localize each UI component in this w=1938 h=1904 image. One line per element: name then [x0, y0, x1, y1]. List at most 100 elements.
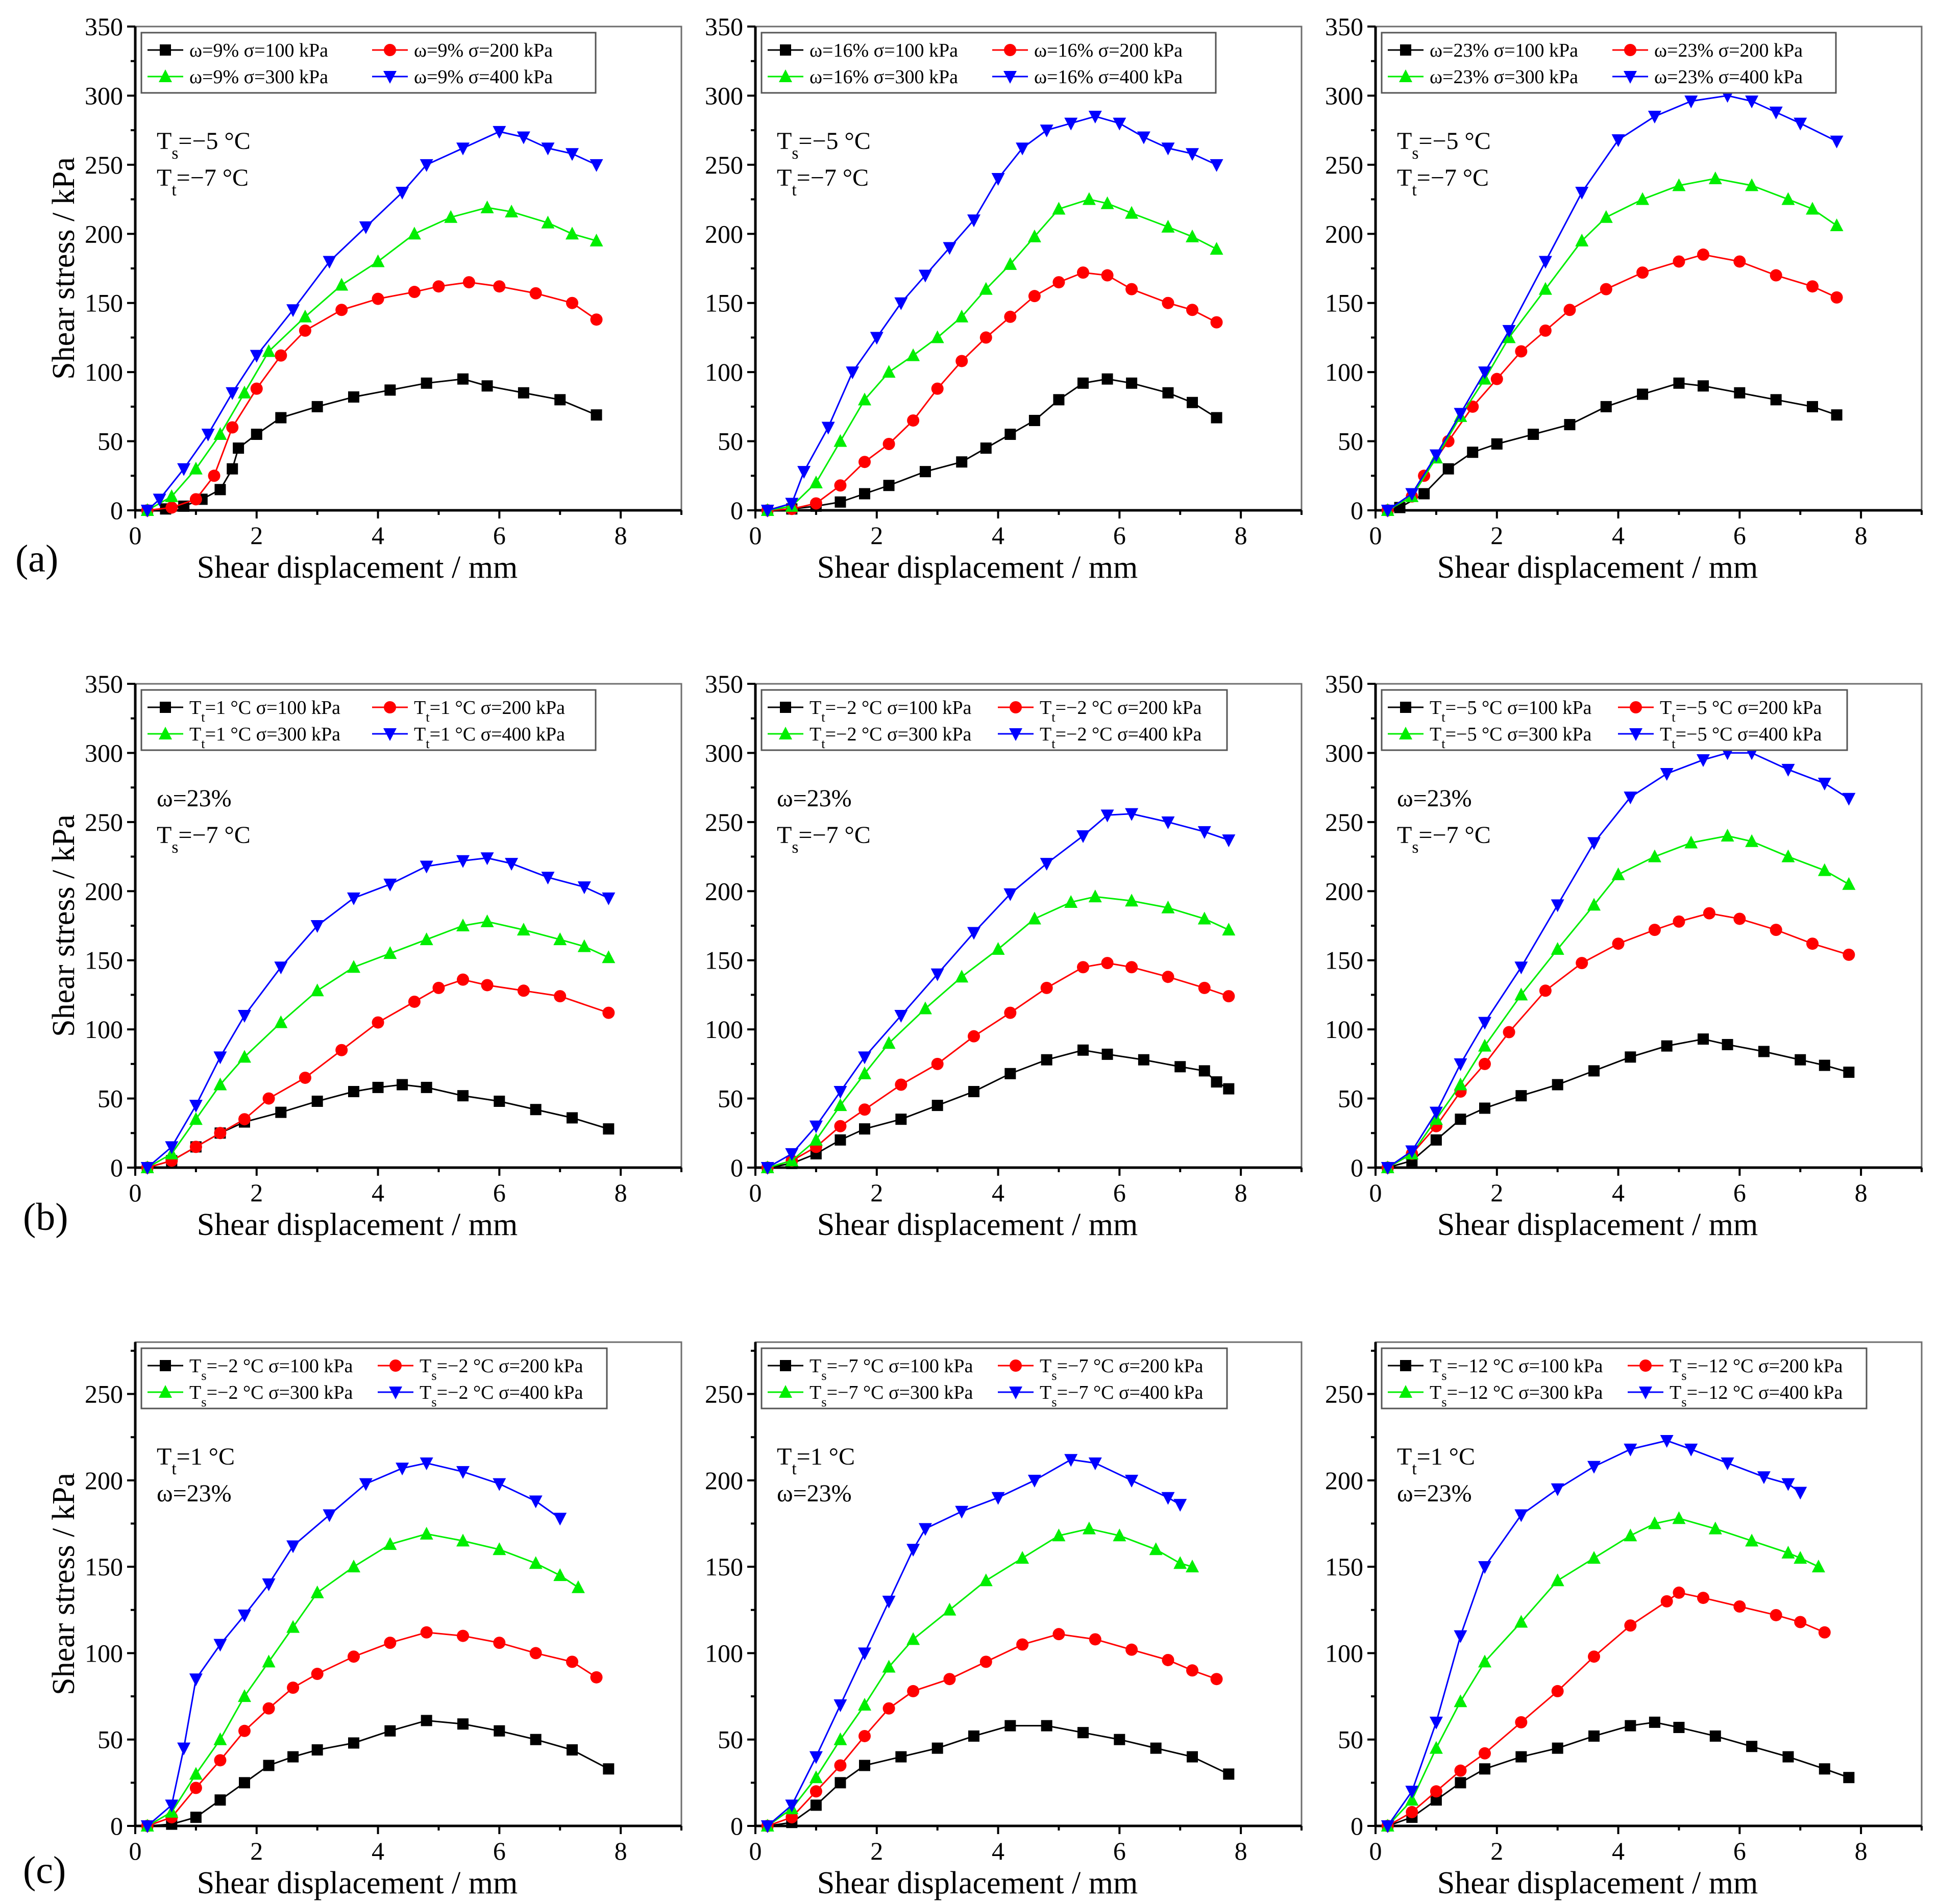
- y-tick-label: 300: [705, 738, 743, 767]
- data-point-series-2: [1672, 178, 1686, 191]
- data-point-series-0: [530, 1734, 542, 1745]
- data-point-series-0: [457, 1718, 469, 1730]
- condition-annotation: Tt=−7 °C: [777, 164, 869, 200]
- data-point-series-1: [1028, 290, 1041, 303]
- condition-annotation: Ts=−7 °C: [1397, 822, 1491, 857]
- legend: [140, 32, 597, 94]
- data-point-series-3: [1137, 131, 1150, 144]
- data-point-series-1: [1077, 961, 1089, 974]
- legend-label: Ts=−7 °C σ=100 kPa: [809, 1355, 973, 1383]
- data-point-series-2: [1186, 1560, 1199, 1573]
- data-point-series-3: [918, 269, 932, 283]
- data-point-series-3: [1125, 808, 1139, 821]
- x-tick-label: 8: [1855, 521, 1868, 550]
- y-tick-label: 250: [705, 808, 743, 836]
- legend-label: Ts=−7 °C σ=400 kPa: [1040, 1382, 1204, 1410]
- data-point-series-3: [505, 858, 519, 871]
- data-point-series-3: [1100, 809, 1114, 823]
- legend-label: ω=9% σ=300 kPa: [189, 66, 328, 88]
- data-point-series-2: [262, 344, 276, 357]
- data-point-series-3: [1027, 1474, 1041, 1488]
- data-point-series-1: [335, 1044, 348, 1056]
- data-point-series-1: [420, 1626, 433, 1639]
- data-point-series-1: [1004, 310, 1017, 323]
- data-point-series-3: [1684, 95, 1698, 109]
- legend-marker: [1010, 1359, 1022, 1372]
- data-point-series-3: [1551, 899, 1564, 912]
- data-point-series-0: [397, 1079, 408, 1091]
- data-point-series-2: [858, 1698, 871, 1711]
- condition-annotation: Ts=−7 °C: [157, 822, 251, 857]
- data-point-series-0: [1819, 1763, 1830, 1775]
- data-point-series-1: [1101, 957, 1114, 970]
- data-point-series-3: [918, 1523, 932, 1536]
- data-point-series-3: [541, 872, 555, 885]
- data-point-series-2: [979, 282, 993, 295]
- data-point-series-1: [189, 1782, 202, 1794]
- data-point-series-0: [603, 1123, 615, 1135]
- legend-marker: [1399, 69, 1412, 82]
- data-point-series-2: [1599, 210, 1613, 223]
- data-point-series-0: [372, 1081, 384, 1093]
- y-tick-label: 300: [85, 738, 123, 767]
- data-point-series-0: [1004, 1068, 1016, 1079]
- data-point-series-3: [906, 1544, 920, 1557]
- data-point-series-0: [980, 442, 992, 454]
- series-line-1: [767, 962, 1229, 1169]
- y-tick-label: 0: [1351, 1812, 1363, 1840]
- x-tick-label: 8: [615, 1178, 627, 1207]
- data-point-series-2: [955, 970, 969, 983]
- series-line-2: [1387, 835, 1850, 1169]
- data-point-series-2: [833, 434, 847, 447]
- data-point-series-2: [1088, 889, 1102, 903]
- data-point-series-3: [165, 1141, 179, 1154]
- data-point-series-2: [189, 461, 203, 475]
- x-tick-label: 4: [1612, 521, 1625, 550]
- data-point-series-2: [1830, 218, 1844, 232]
- row-tag-c: (c): [23, 1849, 66, 1892]
- data-point-series-1: [214, 1127, 227, 1140]
- data-point-series-0: [1442, 463, 1454, 475]
- condition-annotation: ω=23%: [777, 785, 852, 812]
- data-point-series-1: [1454, 1764, 1467, 1777]
- legend: [1381, 689, 1848, 751]
- condition-annotation: Ts=−5 °C: [777, 128, 871, 163]
- data-point-series-0: [1077, 377, 1089, 389]
- x-tick-label: 8: [1855, 1178, 1868, 1207]
- data-point-series-2: [602, 950, 616, 963]
- y-tick-label: 50: [97, 1084, 123, 1113]
- plot-frame: [754, 1341, 1303, 1827]
- data-point-series-2: [529, 1556, 543, 1569]
- x-tick-label: 4: [1612, 1837, 1625, 1865]
- data-point-series-2: [1781, 192, 1795, 205]
- legend: [761, 1347, 1228, 1410]
- legend-marker: [1010, 701, 1022, 713]
- legend-label: Tt=−5 °C σ=400 kPa: [1660, 724, 1822, 751]
- data-point-series-3: [1769, 106, 1783, 119]
- x-tick-label: 2: [870, 521, 883, 550]
- data-point-series-1: [1490, 373, 1503, 385]
- data-point-series-1: [1515, 1716, 1528, 1728]
- data-point-series-3: [809, 1120, 823, 1133]
- legend-label: ω=16% σ=200 kPa: [1034, 40, 1183, 61]
- data-point-series-3: [1624, 792, 1637, 805]
- data-point-series-0: [883, 480, 895, 491]
- y-tick-label: 200: [1325, 1466, 1363, 1495]
- x-tick-label: 4: [372, 1178, 384, 1207]
- series-line-2: [1387, 178, 1837, 511]
- series-line-2: [147, 921, 609, 1169]
- data-point-series-1: [457, 973, 469, 986]
- data-point-series-3: [1381, 1162, 1394, 1175]
- data-point-series-0: [1528, 429, 1539, 440]
- data-point-series-1: [1551, 1685, 1564, 1697]
- data-point-series-2: [906, 348, 920, 361]
- y-tick-label: 150: [705, 946, 743, 975]
- legend-label: ω=23% σ=300 kPa: [1430, 66, 1578, 88]
- chart-panel-0-0: 0 2 4 6 8 0 50 100 150 200 250 300 350 Shear displace…: [46, 12, 682, 585]
- data-point-series-3: [1684, 1443, 1698, 1456]
- legend-marker: [1399, 1385, 1412, 1398]
- data-point-series-2: [1454, 1077, 1467, 1091]
- data-point-series-0: [1418, 488, 1430, 500]
- y-tick-label: 200: [85, 219, 123, 248]
- data-point-series-0: [567, 1112, 578, 1124]
